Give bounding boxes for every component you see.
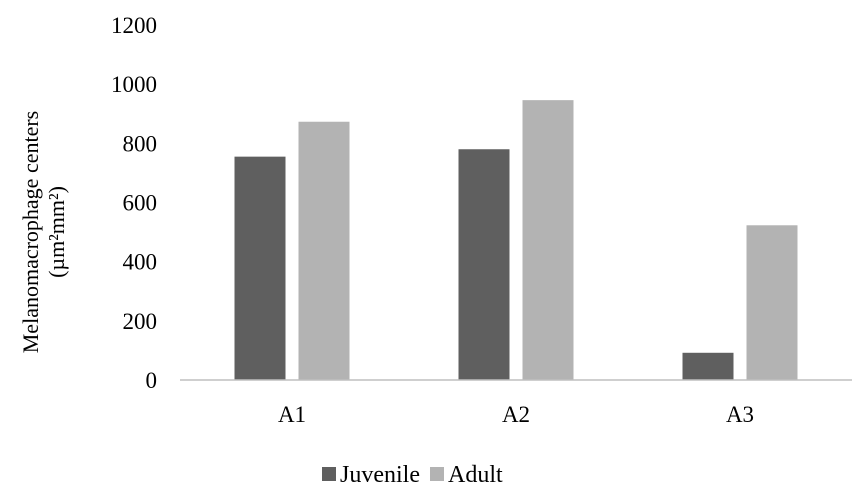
y-tick-label: 600: [123, 191, 158, 216]
y-tick-label: 0: [146, 368, 158, 393]
legend: Juvenile Adult: [322, 462, 503, 488]
y-tick-label: 200: [123, 309, 158, 334]
bars: [234, 100, 798, 381]
bar-juvenile-a2: [458, 149, 510, 380]
bar-adult-a3: [746, 225, 798, 380]
y-tick-label: 800: [123, 131, 158, 156]
legend-swatch-adult: [430, 467, 444, 481]
bar-adult-a2: [522, 100, 574, 381]
x-axis-ticks: A1 A2 A3: [278, 402, 754, 427]
bar-juvenile-a3: [682, 352, 734, 380]
y-axis-ticks: 0 200 400 600 800 1000 1200: [111, 13, 157, 393]
x-tick-label: A3: [726, 402, 754, 427]
legend-label-adult: Adult: [448, 462, 503, 488]
y-axis-title-line-2: (µm²mm²): [44, 186, 69, 278]
y-tick-label: 400: [123, 250, 158, 275]
bar-juvenile-a1: [234, 156, 286, 380]
y-axis-title: Melanomacrophage centers (µm²mm²): [18, 111, 69, 354]
legend-swatch-juvenile: [322, 467, 336, 481]
x-tick-label: A2: [502, 402, 530, 427]
x-tick-label: A1: [278, 402, 306, 427]
bar-adult-a1: [298, 121, 350, 381]
legend-label-juvenile: Juvenile: [340, 462, 420, 488]
y-axis-title-line-1: Melanomacrophage centers: [18, 111, 43, 354]
y-tick-label: 1000: [111, 72, 157, 97]
y-tick-label: 1200: [111, 13, 157, 38]
